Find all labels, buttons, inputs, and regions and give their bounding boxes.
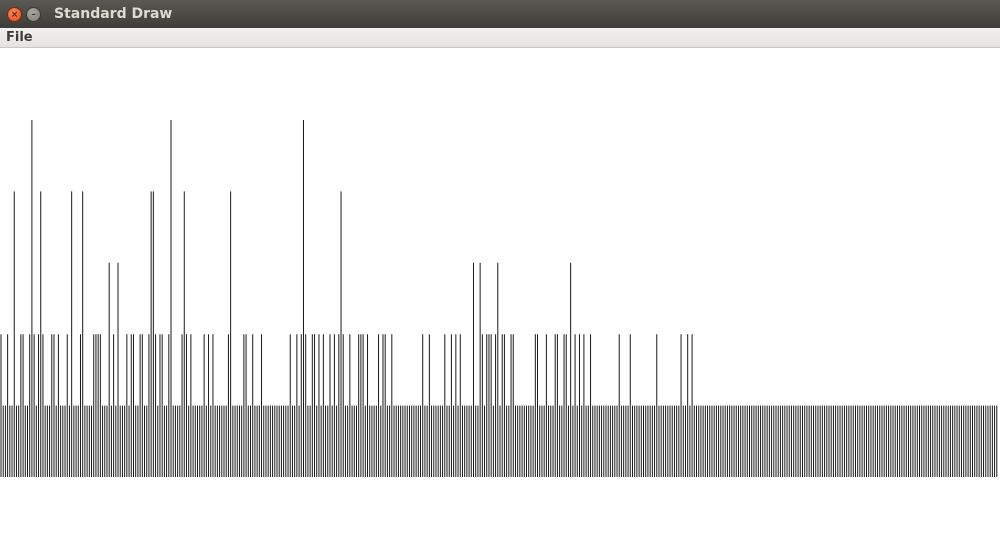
window-titlebar: × – Standard Draw xyxy=(0,0,1000,28)
window-minimize-button[interactable]: – xyxy=(26,7,41,22)
menu-bar: File xyxy=(0,28,1000,48)
menu-file[interactable]: File xyxy=(6,30,33,45)
window-title: Standard Draw xyxy=(54,6,173,22)
drawing-canvas xyxy=(0,48,1000,549)
window-close-button[interactable]: × xyxy=(7,7,22,22)
bar-chart xyxy=(0,120,998,477)
